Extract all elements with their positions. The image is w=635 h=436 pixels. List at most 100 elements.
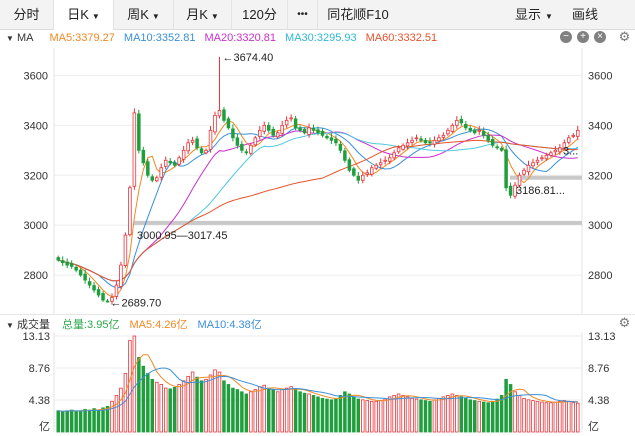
volume-bar (155, 381, 159, 433)
volume-bar (74, 411, 78, 433)
zoom-out-icon[interactable]: − (560, 31, 572, 43)
candle-body (455, 119, 459, 126)
volume-bar (213, 369, 217, 433)
candle-body (338, 143, 343, 151)
candle-body (226, 118, 231, 129)
chevron-down-icon: ▼ (151, 11, 160, 21)
candle-body (284, 119, 289, 126)
candle-body (181, 149, 186, 160)
candle-body (177, 157, 181, 165)
ma-legend: ▼ MA MA5:3379.27 MA10:3352.81 MA20:3320.… (0, 30, 635, 46)
volume-bar (163, 387, 168, 433)
volume-bar (320, 397, 325, 433)
ma-toggle[interactable]: ▼ MA (6, 32, 33, 44)
y-tick-label: 2800 (588, 270, 612, 282)
volume-bar (302, 392, 307, 433)
candle-body (123, 234, 128, 266)
tab-daily-k-label: 日K (67, 6, 89, 22)
volume-bar (284, 387, 289, 433)
ma-lines (58, 120, 579, 298)
candle-body (481, 130, 486, 136)
candle-body (374, 164, 378, 169)
candle-body (401, 144, 405, 150)
tab-weekly-k[interactable]: 周K ▼ (114, 0, 174, 30)
candle-body (65, 261, 69, 266)
tab-monthly-k[interactable]: 月K ▼ (174, 0, 232, 30)
candle-body (531, 162, 535, 167)
ma20-value: MA20:3320.81 (204, 32, 277, 44)
candle-body (289, 117, 293, 120)
volume-toggle[interactable]: ▼ 成交量 (6, 316, 50, 332)
display-menu[interactable]: 显示 ▼ (515, 0, 553, 30)
candle-body (383, 159, 387, 162)
tab-120min[interactable]: 120分 (232, 0, 288, 30)
volume-title: 成交量 (16, 318, 50, 331)
tab-intraday[interactable]: 分时 (0, 0, 54, 30)
volume-bar (280, 389, 284, 433)
candle-body (464, 123, 468, 129)
tab-f10[interactable]: 同花顺F10 (327, 6, 389, 22)
candle-body (392, 152, 396, 159)
volume-bar (361, 399, 365, 433)
volume-bar (253, 389, 258, 433)
volume-tick-label: 4.38 (588, 395, 609, 407)
candle-body (473, 129, 477, 134)
volume-bar (78, 410, 83, 433)
y-tick-label: 2800 (24, 270, 48, 282)
volume-bar (132, 335, 137, 433)
candle-body (222, 109, 226, 121)
candle-body (266, 124, 271, 131)
candle-body (535, 159, 540, 163)
candle-body (190, 139, 195, 143)
y-tick-label: 3600 (588, 70, 612, 82)
candle-body (468, 127, 473, 131)
volume-bar (428, 400, 432, 433)
volume-bar (343, 391, 347, 433)
volume-bar (92, 408, 96, 433)
ma30-value: MA30:3295.93 (285, 32, 357, 44)
volume-bar (504, 378, 508, 433)
close-icon[interactable]: × (594, 31, 606, 43)
candle-body (74, 266, 78, 271)
candle-body (105, 300, 110, 303)
candle-body (204, 149, 208, 154)
volume-bars (56, 335, 580, 433)
y-tick-label: 3400 (24, 120, 48, 132)
volume-bar (325, 398, 329, 433)
volume-bar (177, 384, 181, 433)
candle-body (316, 129, 320, 134)
volume-bar (275, 391, 280, 433)
candle-body (387, 157, 392, 162)
volume-bar (414, 398, 419, 433)
gear-icon[interactable]: ⚙ (618, 29, 631, 44)
annotations: ←3674.40 ←2689.70 3000.95—3017.45 3186.81..… (111, 52, 579, 310)
volume-bar (522, 397, 526, 433)
ma10-value: MA10:3352.81 (123, 32, 196, 44)
volume-bar (96, 409, 101, 433)
tab-daily-k[interactable]: 日K ▼ (54, 0, 114, 30)
volume-bar (293, 389, 298, 433)
candle-body (553, 149, 558, 153)
gap-lower-label: 3000.95—3017.45 (137, 230, 228, 242)
candle-body (244, 151, 249, 154)
candle-body (262, 124, 266, 132)
gear-icon[interactable]: ⚙ (618, 315, 631, 330)
tab-more[interactable]: ••• (288, 0, 318, 30)
draw-line-button[interactable]: 画线 (572, 7, 599, 22)
volume-bar (464, 397, 468, 433)
volume-bar (208, 374, 213, 433)
candle-body (517, 174, 522, 186)
volume-bar (549, 402, 553, 433)
candle-body (410, 139, 414, 143)
candle-body (477, 129, 481, 132)
volume-bar (307, 393, 311, 433)
gap-upper-label: 3186.81... (516, 185, 565, 197)
gap-band (134, 220, 582, 225)
volume-bar (128, 340, 132, 433)
candle-body (437, 137, 441, 142)
volume-bar (459, 396, 464, 433)
candle-body (199, 148, 204, 154)
volume-bar (159, 384, 163, 433)
zoom-in-icon[interactable]: + (577, 31, 589, 43)
candle-body (423, 139, 428, 144)
